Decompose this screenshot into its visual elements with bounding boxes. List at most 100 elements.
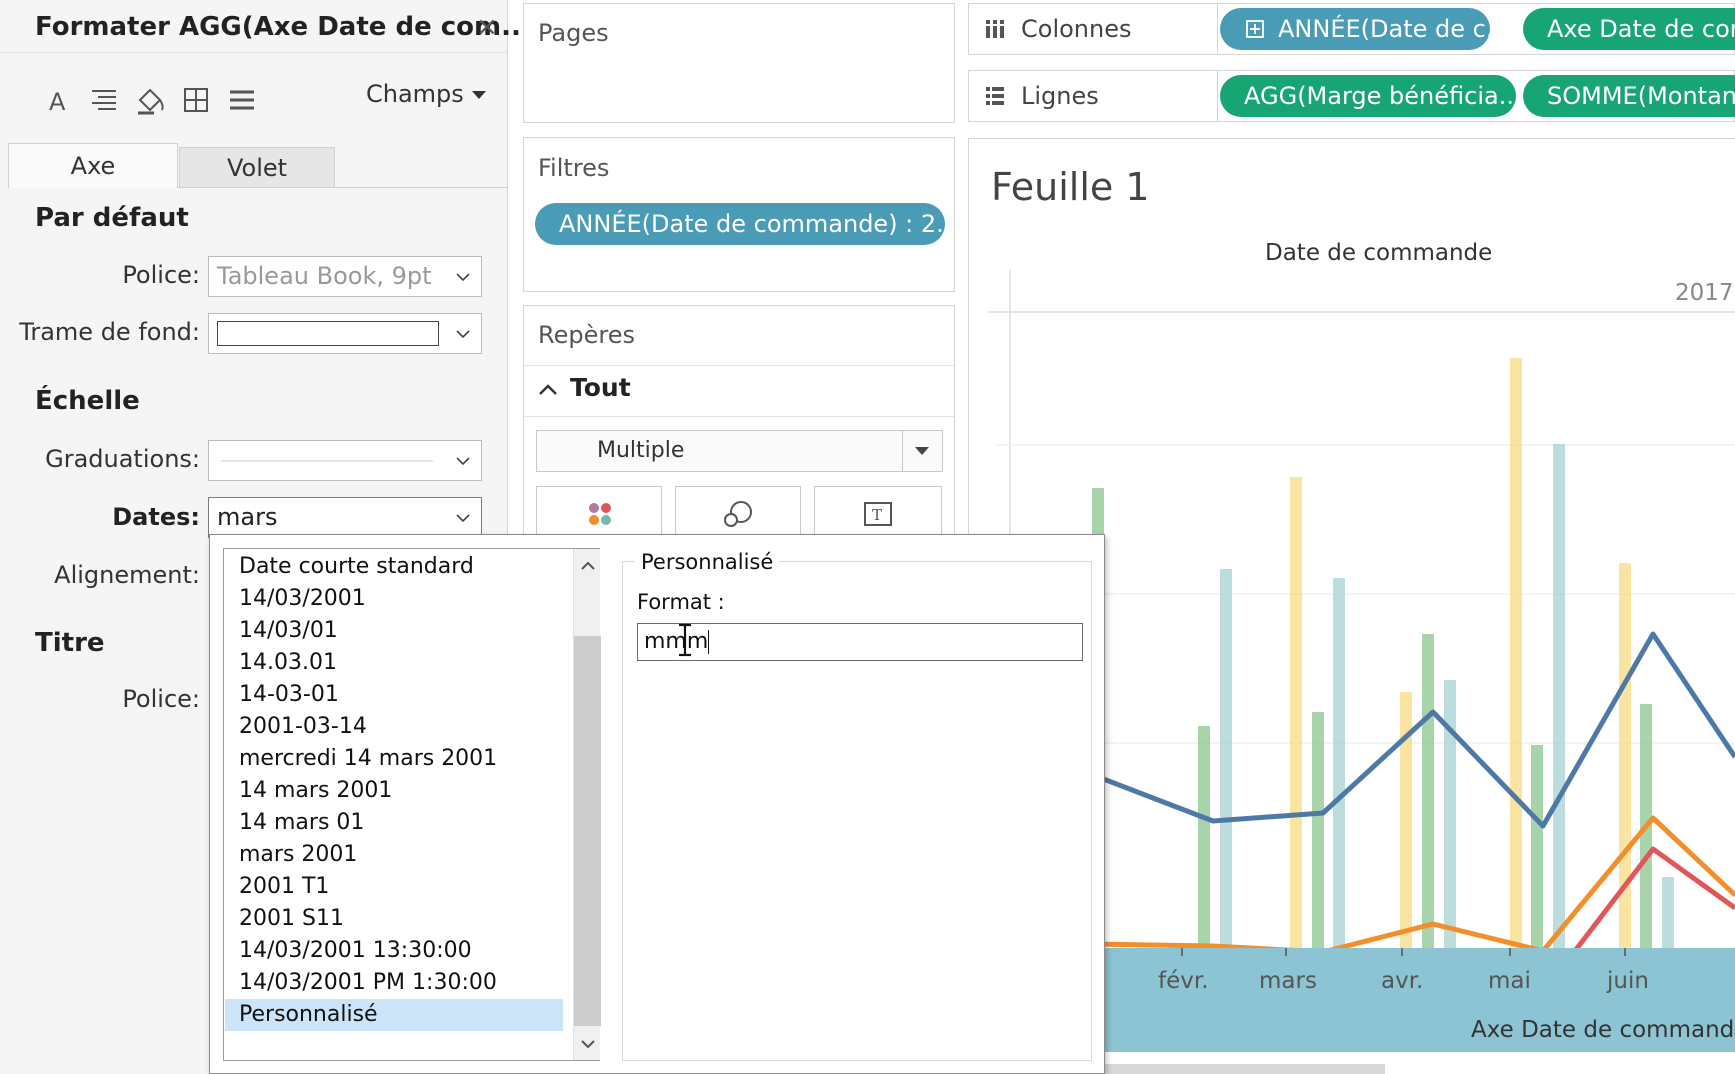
marks-card: Repères Tout Multiple T — [523, 305, 955, 546]
column-header: Date de commande — [1265, 240, 1493, 266]
close-icon[interactable]: × — [476, 12, 498, 42]
axis-label-feb: févr. — [1158, 968, 1209, 994]
scroll-down-icon[interactable] — [581, 1039, 595, 1049]
list-item[interactable]: 2001-03-14 — [239, 714, 367, 739]
chevron-down-icon — [456, 330, 470, 339]
dates-label: Dates: — [112, 503, 200, 531]
list-item[interactable]: 14 mars 2001 — [239, 778, 393, 803]
shading-dropdown[interactable] — [208, 313, 482, 354]
columns-label: Colonnes — [1021, 15, 1132, 43]
axis-title: Axe Date de commande — [1471, 1017, 1735, 1043]
font-dropdown[interactable]: Tableau Book, 9pt — [208, 256, 482, 297]
font-value: Tableau Book, 9pt — [217, 262, 432, 290]
list-item[interactable]: 2001 S11 — [239, 906, 344, 931]
horizontal-scrollbar[interactable] — [1105, 1064, 1385, 1074]
alignment-format-icon[interactable] — [86, 82, 122, 118]
list-item[interactable]: Date courte standard — [239, 554, 474, 579]
bar[interactable] — [1198, 726, 1210, 950]
bar[interactable] — [1400, 692, 1412, 950]
format-label: Format : — [637, 590, 725, 614]
section-default: Par défaut — [35, 203, 189, 233]
row-pill-margin[interactable]: AGG(Marge bénéficia.. — [1220, 75, 1516, 117]
tab-pane[interactable]: Volet — [179, 147, 335, 188]
marks-all-label[interactable]: Tout — [570, 373, 631, 402]
bar[interactable] — [1553, 444, 1565, 950]
axis-label-apr: avr. — [1381, 968, 1424, 994]
ticks-dropdown[interactable] — [208, 440, 482, 481]
filters-card: Filtres ANNÉE(Date de commande) : 2.. — [523, 137, 955, 292]
axis-label-mar: mars — [1259, 968, 1317, 994]
chevron-up-icon[interactable] — [538, 382, 558, 396]
font-format-icon[interactable]: A — [40, 82, 76, 118]
font-label: Police: — [122, 261, 200, 289]
list-item[interactable]: 14 mars 01 — [239, 810, 365, 835]
divider — [902, 431, 903, 471]
list-scrollbar[interactable] — [573, 549, 601, 1060]
list-item[interactable]: 14/03/2001 PM 1:30:00 — [239, 970, 497, 995]
line-orange[interactable] — [1027, 815, 1735, 955]
list-item-selected[interactable]: Personnalisé — [225, 999, 563, 1031]
bar[interactable] — [1333, 578, 1345, 950]
line-style-preview — [221, 460, 433, 462]
line-blue[interactable] — [1027, 631, 1735, 829]
column-pill-axis-date[interactable]: Axe Date de com — [1523, 8, 1735, 50]
date-format-list[interactable]: Date courte standard 14/03/2001 14/03/01… — [223, 548, 601, 1061]
list-item[interactable]: 14/03/01 — [239, 618, 338, 643]
svg-text:T: T — [872, 506, 882, 524]
divider — [0, 52, 508, 53]
shading-format-icon[interactable] — [132, 82, 168, 118]
mark-type-value: Multiple — [597, 438, 685, 463]
list-item[interactable]: 2001 T1 — [239, 874, 330, 899]
lines-format-icon[interactable] — [224, 82, 260, 118]
bar[interactable] — [1662, 877, 1674, 950]
list-item[interactable]: 14/03/2001 — [239, 586, 366, 611]
pages-card: Pages — [523, 3, 955, 123]
column-pill-year[interactable]: ANNÉE(Date de c.. — [1220, 8, 1490, 50]
line-red[interactable] — [1566, 846, 1735, 960]
list-item[interactable]: 14-03-01 — [239, 682, 339, 707]
list-item[interactable]: mercredi 14 mars 2001 — [239, 746, 498, 771]
svg-text:A: A — [49, 88, 66, 116]
divider — [524, 365, 954, 366]
dates-value: mars — [217, 503, 278, 531]
format-input-value: mmm — [644, 629, 709, 654]
text-icon: T — [864, 502, 892, 526]
bar[interactable] — [1422, 634, 1434, 950]
borders-format-icon[interactable] — [178, 82, 214, 118]
list-item[interactable]: 14.03.01 — [239, 650, 337, 675]
mark-type-dropdown[interactable]: Multiple — [536, 430, 943, 472]
filters-title: Filtres — [538, 154, 610, 182]
expand-icon[interactable] — [1246, 20, 1264, 38]
axis-band[interactable] — [1105, 948, 1735, 1052]
list-item[interactable]: 14/03/2001 13:30:00 — [239, 938, 472, 963]
tab-axis[interactable]: Axe — [8, 143, 178, 188]
divider — [1217, 71, 1218, 121]
custom-format-group — [622, 561, 1092, 1061]
filter-pill[interactable]: ANNÉE(Date de commande) : 2.. — [535, 203, 945, 245]
custom-group-label: Personnalisé — [635, 550, 780, 574]
row-pill-sum[interactable]: SOMME(Montan — [1523, 75, 1735, 117]
bar[interactable] — [1312, 712, 1324, 950]
list-item[interactable]: mars 2001 — [239, 842, 358, 867]
axis-label-jun: juin — [1607, 968, 1649, 994]
bar[interactable] — [1444, 680, 1456, 950]
ibeam-cursor-icon — [679, 623, 691, 657]
marks-title: Repères — [538, 321, 635, 349]
bar[interactable] — [1220, 569, 1232, 950]
divider — [524, 416, 954, 417]
sheet-title: Feuille 1 — [991, 165, 1150, 209]
bar[interactable] — [1290, 477, 1302, 950]
fields-dropdown[interactable]: Champs — [366, 80, 486, 108]
tabs-underline — [178, 187, 508, 188]
ticks-label: Graduations: — [45, 445, 200, 473]
dates-dropdown[interactable]: mars — [208, 497, 482, 538]
chevron-down-icon — [456, 514, 470, 523]
axis-ticks — [1181, 948, 1626, 956]
bar[interactable] — [1510, 358, 1522, 950]
scroll-thumb[interactable] — [574, 636, 601, 1026]
scroll-up-icon[interactable] — [581, 561, 595, 571]
title-font-label: Police: — [122, 685, 200, 713]
chevron-down-icon — [456, 273, 470, 282]
format-input[interactable]: mmm — [637, 623, 1083, 661]
bar[interactable] — [1531, 745, 1543, 950]
